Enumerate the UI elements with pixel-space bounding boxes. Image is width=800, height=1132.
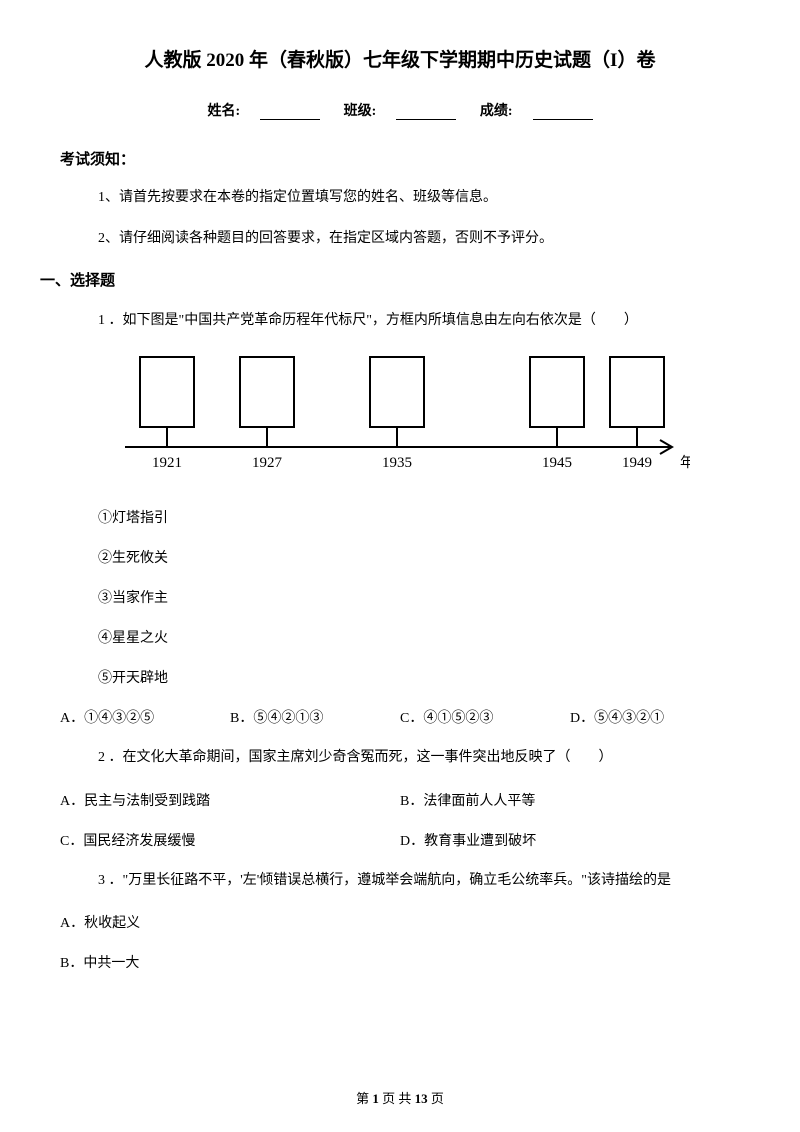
question-2: 2 ．在文化大革命期间，国家主席刘少奇含冤而死，这一事件突出地反映了（ ） (98, 747, 740, 769)
footer-mid: 页 共 (379, 1091, 415, 1106)
name-label: 姓名: (207, 104, 240, 119)
student-info-line: 姓名: 班级: 成绩: (60, 100, 740, 120)
question-1: 1 ．如下图是"中国共产党革命历程年代标尺"，方框内所填信息由左向右依次是（ ） (98, 310, 740, 332)
footer-total: 13 (415, 1091, 428, 1106)
q1-opt-1: ①灯塔指引 (98, 507, 740, 527)
question-3: 3 ．"万里长征路不平，'左'倾错误总横行，遵城举会端航向，确立毛公统率兵。"该… (98, 870, 740, 892)
timeline-year-5: 1949 (622, 455, 652, 471)
q1-choice-a: A．①④③②⑤ (60, 707, 230, 727)
timeline-year-1: 1921 (152, 455, 182, 471)
timeline-year-2: 1927 (252, 455, 283, 471)
q2-choice-b: B．法律面前人人平等 (400, 790, 740, 810)
exam-title: 人教版 2020 年（春秋版）七年级下学期期中历史试题（I）卷 (60, 45, 740, 72)
page-footer: 第 1 页 共 13 页 (0, 1088, 800, 1107)
class-label: 班级: (344, 104, 377, 119)
q1-choices: A．①④③②⑤ B．⑤④②①③ C．④①⑤②③ D．⑤④③②① (60, 707, 740, 727)
q1-choice-d: D．⑤④③②① (570, 707, 740, 727)
score-label: 成绩: (480, 104, 513, 119)
exam-notice-heading: 考试须知： (60, 148, 740, 169)
q1-opt-4: ④星星之火 (98, 627, 740, 647)
q2-choice-c: C．国民经济发展缓慢 (60, 830, 400, 850)
timeline-year-3: 1935 (382, 455, 412, 471)
instruction-1: 1、请首先按要求在本卷的指定位置填写您的姓名、班级等信息。 (98, 187, 740, 208)
timeline-box-4 (530, 357, 584, 427)
footer-prefix: 第 (356, 1091, 372, 1106)
q3-choice-a: A．秋收起义 (60, 912, 740, 932)
q2-choice-d: D．教育事业遭到破坏 (400, 830, 740, 850)
q1-opt-5: ⑤开天辟地 (98, 667, 740, 687)
timeline-box-2 (240, 357, 294, 427)
q1-opt-2: ②生死攸关 (98, 547, 740, 567)
q1-opt-3: ③当家作主 (98, 587, 740, 607)
class-blank[interactable] (396, 104, 456, 120)
name-blank[interactable] (260, 104, 320, 120)
score-blank[interactable] (533, 104, 593, 120)
timeline-axis-label: 年份 (680, 455, 690, 471)
timeline-svg: 1921 1927 1935 1945 1949 年份 (110, 352, 690, 482)
instruction-2: 2、请仔细阅读各种题目的回答要求，在指定区域内答题，否则不予评分。 (98, 228, 740, 249)
q1-choice-b: B．⑤④②①③ (230, 707, 400, 727)
footer-suffix: 页 (428, 1091, 444, 1106)
timeline-year-4: 1945 (542, 455, 572, 471)
q2-choice-a: A．民主与法制受到践踏 (60, 790, 400, 810)
q2-choices-row1: A．民主与法制受到践踏 B．法律面前人人平等 (60, 790, 740, 810)
section-1-title: 一、选择题 (40, 269, 740, 290)
timeline-box-3 (370, 357, 424, 427)
q1-choice-c: C．④①⑤②③ (400, 707, 570, 727)
q3-choice-b: B．中共一大 (60, 952, 740, 972)
timeline-box-5 (610, 357, 664, 427)
q2-choices-row2: C．国民经济发展缓慢 D．教育事业遭到破坏 (60, 830, 740, 850)
timeline-diagram: 1921 1927 1935 1945 1949 年份 (110, 352, 690, 487)
timeline-box-1 (140, 357, 194, 427)
